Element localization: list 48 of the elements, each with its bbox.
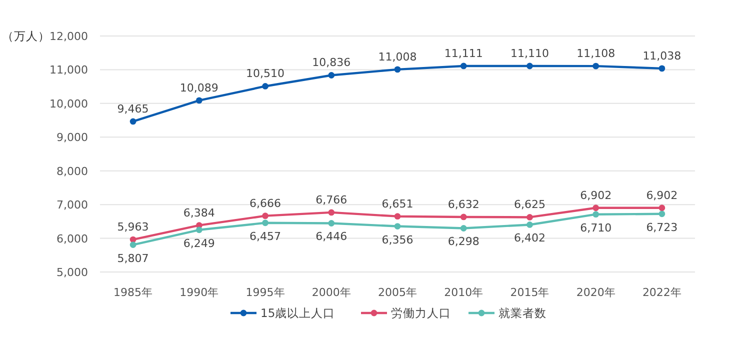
xtick: 2010年 — [444, 286, 484, 299]
ytick: 6,000 — [56, 232, 88, 246]
xtick: 1995年 — [246, 286, 285, 299]
value-label: 11,008 — [378, 50, 417, 64]
value-label: 6,457 — [250, 230, 282, 243]
value-label: 6,446 — [316, 230, 348, 244]
ylabel: （万人） — [2, 29, 50, 43]
value-label: 6,625 — [514, 198, 546, 212]
xtick: 1985年 — [114, 286, 153, 299]
value-label: 6,402 — [514, 232, 546, 245]
value-label: 6,356 — [382, 233, 414, 246]
value-label: 11,110 — [510, 47, 549, 60]
value-label: 10,836 — [312, 56, 351, 70]
value-label: 5,807 — [117, 252, 149, 265]
ytick: 9,000 — [56, 131, 88, 144]
ytick: 5,000 — [56, 266, 88, 279]
value-label: 6,249 — [183, 236, 215, 250]
value-label: 6,384 — [183, 206, 215, 220]
legend-label: 就業者数 — [498, 306, 546, 320]
value-label: 10,510 — [246, 67, 285, 80]
value-label: 11,108 — [576, 47, 616, 60]
value-label: 10,089 — [180, 81, 218, 94]
ytick: 11,000 — [50, 64, 88, 77]
legend-label: 15歳以上人口 — [260, 306, 336, 320]
value-label: 11,111 — [444, 46, 483, 60]
value-label: 6,710 — [580, 221, 612, 234]
value-label: 6,723 — [646, 220, 678, 234]
value-label: 6,298 — [448, 235, 480, 248]
xtick: 1990年 — [180, 286, 219, 299]
ytick: 7,000 — [56, 198, 88, 212]
ytick: 8,000 — [56, 164, 88, 178]
value-label: 6,766 — [316, 193, 348, 206]
xtick: 2005年 — [378, 286, 417, 299]
xtick: 2022年 — [642, 286, 682, 299]
value-label: 5,963 — [117, 220, 149, 234]
value-label: 6,666 — [250, 196, 282, 210]
value-label: 6,632 — [448, 198, 480, 211]
xtick: 2015年 — [510, 286, 550, 299]
xtick: 2000年 — [312, 286, 351, 299]
value-label: 11,038 — [642, 49, 682, 62]
value-label: 6,651 — [382, 197, 414, 210]
legend-label: 労働力人口 — [391, 306, 451, 320]
value-label: 6,902 — [580, 188, 612, 202]
value-label: 6,902 — [646, 188, 678, 202]
value-label: 9,465 — [117, 102, 149, 116]
xtick: 2020年 — [576, 286, 616, 299]
ytick: 10,000 — [50, 97, 88, 110]
ytick: 12,000 — [50, 30, 88, 43]
